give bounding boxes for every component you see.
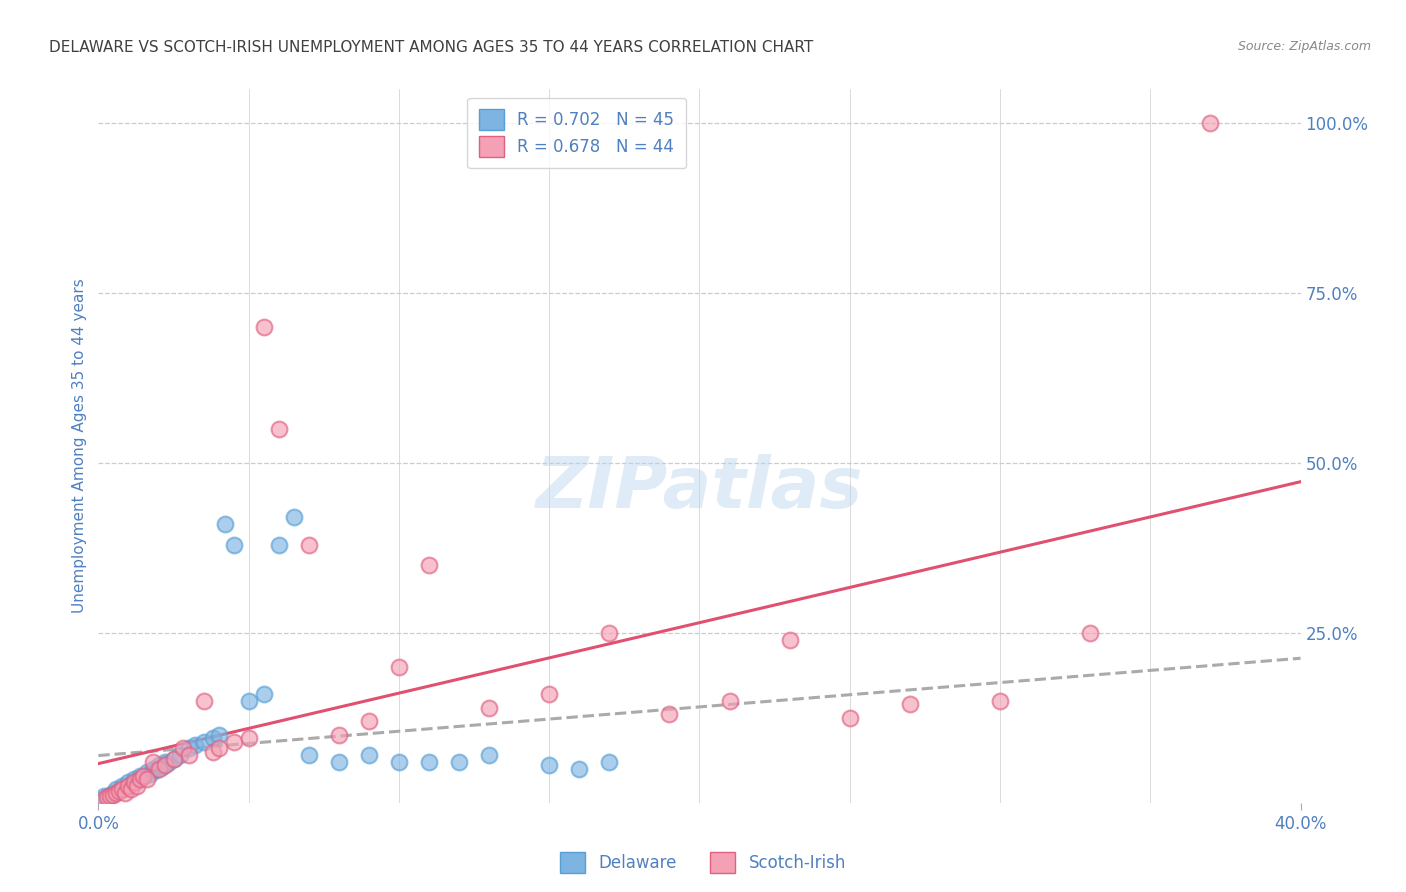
Point [96,790,118,805]
Point [177,748,200,763]
Point [162,751,184,765]
Y-axis label: Unemployment Among Ages 35 to 44 years: Unemployment Among Ages 35 to 44 years [72,278,87,614]
Legend: R = 0.702   N = 45, R = 0.678   N = 44: R = 0.702 N = 45, R = 0.678 N = 44 [467,97,686,169]
Point [103,786,125,800]
Point [779,632,801,647]
Point [138,767,160,781]
Point [153,758,176,772]
Point [538,687,561,701]
Point [328,728,350,742]
Point [127,774,149,789]
Point [169,748,191,763]
Point [141,755,163,769]
Point [114,786,136,800]
Point [93,792,115,806]
Point [135,772,157,786]
Point [108,783,131,797]
Point [105,786,128,800]
Point [238,731,260,746]
Text: ZIPatlas: ZIPatlas [536,454,863,524]
Point [478,700,501,714]
Point [172,741,194,756]
Point [105,782,128,797]
Text: Source: ZipAtlas.com: Source: ZipAtlas.com [1237,40,1371,54]
Point [388,755,411,769]
Point [267,422,290,436]
Point [357,748,380,763]
Point [117,775,139,789]
Point [222,734,245,748]
Point [253,320,276,334]
Point [267,537,290,551]
Point [135,765,157,780]
Point [838,711,860,725]
Point [357,714,380,729]
Point [478,748,501,763]
Point [96,790,118,805]
Point [183,738,205,752]
Point [568,762,591,776]
Point [121,777,143,791]
Point [898,698,921,712]
Point [1078,626,1101,640]
Point [93,789,115,803]
Point [114,780,136,795]
Point [129,772,152,786]
Point [124,775,146,789]
Point [418,755,440,769]
Point [193,694,215,708]
Point [145,763,167,777]
Point [208,728,231,742]
Point [222,537,245,551]
Point [214,517,236,532]
Point [150,760,173,774]
Point [988,694,1011,708]
Point [103,788,125,802]
Point [718,694,741,708]
Point [148,758,170,772]
Point [418,558,440,572]
Point [388,660,411,674]
Point [111,782,134,797]
Point [153,755,176,769]
Legend: Delaware, Scotch-Irish: Delaware, Scotch-Irish [554,846,852,880]
Point [121,782,143,797]
Point [132,770,155,784]
Point [283,510,305,524]
Point [124,772,146,786]
Point [298,537,321,551]
Point [127,779,149,793]
Point [141,762,163,776]
Point [598,626,620,640]
Point [162,751,184,765]
Point [598,755,620,769]
Point [538,758,561,772]
Point [148,762,170,776]
Point [238,694,260,708]
Point [201,745,224,759]
Point [100,788,122,802]
Point [298,748,321,763]
Point [208,741,231,756]
Point [129,769,152,783]
Point [100,789,122,803]
Point [1199,116,1222,130]
Point [108,783,131,797]
Point [117,779,139,793]
Point [447,755,470,769]
Point [193,734,215,748]
Point [328,755,350,769]
Text: DELAWARE VS SCOTCH-IRISH UNEMPLOYMENT AMONG AGES 35 TO 44 YEARS CORRELATION CHAR: DELAWARE VS SCOTCH-IRISH UNEMPLOYMENT AM… [49,40,814,55]
Point [177,741,200,756]
Point [111,779,134,793]
Point [132,769,155,783]
Point [658,707,681,722]
Point [253,687,276,701]
Point [156,756,179,771]
Point [201,731,224,746]
